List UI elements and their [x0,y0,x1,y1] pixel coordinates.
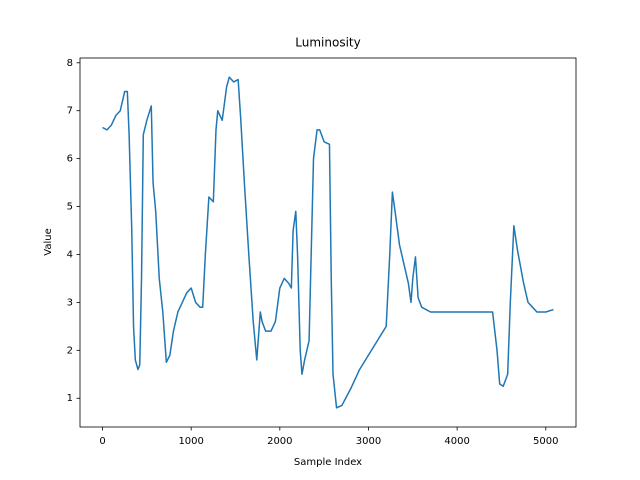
x-tick-label: 3000 [356,436,381,447]
y-tick-label: 6 [67,154,73,165]
y-axis-label: Value [43,228,54,255]
x-tick-label: 2000 [267,436,292,447]
x-tick-label: 5000 [533,436,558,447]
y-tick-label: 8 [67,58,73,69]
x-axis-label: Sample Index [294,457,362,468]
x-tick-label: 0 [99,436,105,447]
axes-frame [79,57,577,428]
data-line [102,76,554,409]
y-tick-label: 4 [67,249,73,260]
x-tick-label: 4000 [444,436,469,447]
y-tick-label: 5 [67,202,73,213]
x-tick-label: 1000 [178,436,203,447]
y-tick-label: 2 [67,345,73,356]
y-tick-label: 3 [67,297,73,308]
y-tick-label: 7 [67,106,73,117]
chart-title: Luminosity [295,36,360,50]
y-tick-label: 1 [67,393,73,404]
